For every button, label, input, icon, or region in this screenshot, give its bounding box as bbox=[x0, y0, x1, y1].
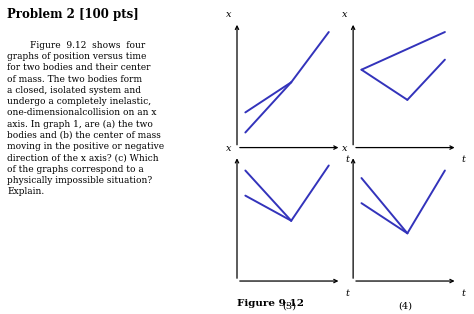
Text: (3): (3) bbox=[282, 301, 296, 310]
Text: (1): (1) bbox=[282, 168, 296, 177]
Text: Problem 2 [100 pts]: Problem 2 [100 pts] bbox=[7, 8, 139, 21]
Text: t: t bbox=[462, 155, 465, 164]
Text: t: t bbox=[346, 155, 349, 164]
Text: x: x bbox=[342, 144, 347, 153]
Text: t: t bbox=[462, 289, 465, 298]
Text: x: x bbox=[342, 10, 347, 19]
Text: Figure 9.12: Figure 9.12 bbox=[237, 299, 304, 308]
Text: (2): (2) bbox=[398, 168, 412, 177]
Text: x: x bbox=[226, 10, 231, 19]
Text: x: x bbox=[226, 144, 231, 153]
Text: t: t bbox=[346, 289, 349, 298]
Text: (4): (4) bbox=[398, 301, 412, 310]
Text: Figure  9.12  shows  four
graphs of position versus time
for two bodies and thei: Figure 9.12 shows four graphs of positio… bbox=[7, 41, 164, 196]
